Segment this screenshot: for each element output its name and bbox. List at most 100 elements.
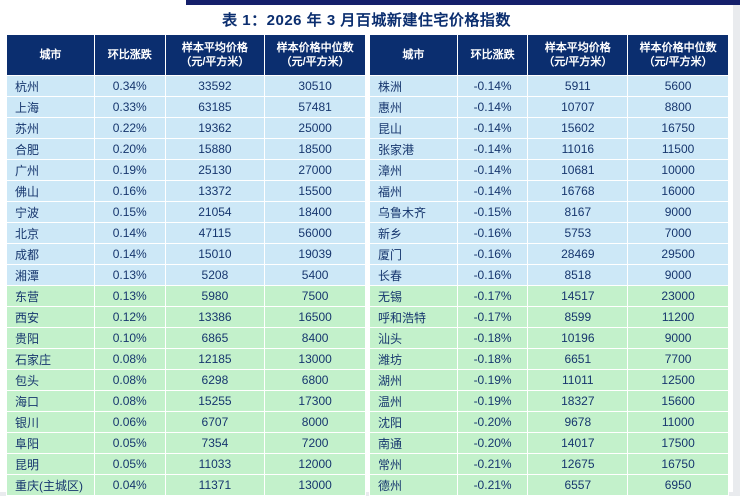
median-price-cell: 6800: [264, 369, 366, 391]
median-price-cell: 15500: [264, 180, 366, 202]
avg-price-cell: 5911: [527, 75, 629, 97]
change-cell: 0.10%: [93, 327, 166, 349]
median-price-cell: 9000: [627, 201, 729, 223]
col-header-median-price: 样本价格中位数 （元/平方米）: [264, 34, 366, 76]
city-cell: 常州: [369, 453, 458, 475]
table-row: 成都 0.14% 15010 19039: [6, 243, 366, 265]
city-cell: 昆明: [6, 453, 95, 475]
change-cell: 0.13%: [93, 264, 166, 286]
city-cell: 昆山: [369, 117, 458, 139]
price-table-left: 城市 环比涨跌 样本平均价格 （元/平方米） 样本价格中位数 （元/平方米） 杭…: [6, 34, 366, 496]
change-cell: -0.14%: [456, 96, 529, 118]
avg-price-cell: 5980: [164, 285, 266, 307]
city-cell: 潍坊: [369, 348, 458, 370]
change-cell: -0.21%: [456, 453, 529, 475]
table-row: 阜阳 0.05% 7354 7200: [6, 432, 366, 454]
median-price-cell: 5600: [627, 75, 729, 97]
table-row: 北京 0.14% 47115 56000: [6, 222, 366, 244]
median-price-cell: 8800: [627, 96, 729, 118]
avg-price-cell: 15602: [527, 117, 629, 139]
change-cell: -0.17%: [456, 306, 529, 328]
city-cell: 包头: [6, 369, 95, 391]
avg-price-cell: 21054: [164, 201, 266, 223]
avg-price-cell: 6707: [164, 411, 266, 433]
city-cell: 张家港: [369, 138, 458, 160]
change-cell: -0.18%: [456, 348, 529, 370]
city-cell: 成都: [6, 243, 95, 265]
city-cell: 惠州: [369, 96, 458, 118]
median-price-cell: 8000: [264, 411, 366, 433]
city-cell: 北京: [6, 222, 95, 244]
change-cell: 0.22%: [93, 117, 166, 139]
median-price-cell: 29500: [627, 243, 729, 265]
median-price-cell: 5400: [264, 264, 366, 286]
city-cell: 东营: [6, 285, 95, 307]
city-cell: 湘潭: [6, 264, 95, 286]
table-row: 常州 -0.21% 12675 16750: [369, 453, 729, 475]
avg-price-cell: 10681: [527, 159, 629, 181]
avg-price-cell: 28469: [527, 243, 629, 265]
city-cell: 南通: [369, 432, 458, 454]
col-header-city: 城市: [369, 34, 458, 76]
median-price-cell: 11200: [627, 306, 729, 328]
change-cell: -0.14%: [456, 117, 529, 139]
change-cell: -0.15%: [456, 201, 529, 223]
city-cell: 德州: [369, 474, 458, 496]
city-cell: 汕头: [369, 327, 458, 349]
city-cell: 合肥: [6, 138, 95, 160]
change-cell: 0.13%: [93, 285, 166, 307]
city-cell: 苏州: [6, 117, 95, 139]
median-price-cell: 13000: [264, 348, 366, 370]
city-cell: 呼和浩特: [369, 306, 458, 328]
table-row: 贵阳 0.10% 6865 8400: [6, 327, 366, 349]
change-cell: -0.14%: [456, 180, 529, 202]
col-header-median-price: 样本价格中位数 （元/平方米）: [627, 34, 729, 76]
avg-price-cell: 9678: [527, 411, 629, 433]
avg-price-cell: 15010: [164, 243, 266, 265]
table-row: 石家庄 0.08% 12185 13000: [6, 348, 366, 370]
table-row: 海口 0.08% 15255 17300: [6, 390, 366, 412]
change-cell: -0.20%: [456, 432, 529, 454]
col-header-median-price-line2: （元/平方米）: [280, 56, 350, 68]
median-price-cell: 12500: [627, 369, 729, 391]
change-cell: -0.18%: [456, 327, 529, 349]
change-cell: 0.15%: [93, 201, 166, 223]
table-row: 德州 -0.21% 6557 6950: [369, 474, 729, 496]
change-cell: -0.19%: [456, 390, 529, 412]
price-table-right: 城市 环比涨跌 样本平均价格 （元/平方米） 样本价格中位数 （元/平方米） 株…: [369, 34, 729, 496]
median-price-cell: 16500: [264, 306, 366, 328]
avg-price-cell: 15255: [164, 390, 266, 412]
avg-price-cell: 12185: [164, 348, 266, 370]
avg-price-cell: 47115: [164, 222, 266, 244]
table-row: 汕头 -0.18% 10196 9000: [369, 327, 729, 349]
city-cell: 石家庄: [6, 348, 95, 370]
table-title: 表 1：2026 年 3 月百城新建住宅价格指数: [222, 12, 511, 29]
table-row: 株洲 -0.14% 5911 5600: [369, 75, 729, 97]
change-cell: 0.08%: [93, 369, 166, 391]
change-cell: -0.14%: [456, 159, 529, 181]
col-header-change: 环比涨跌: [456, 34, 529, 76]
table-row: 沈阳 -0.20% 9678 11000: [369, 411, 729, 433]
avg-price-cell: 11016: [527, 138, 629, 160]
change-cell: 0.05%: [93, 432, 166, 454]
table-row: 惠州 -0.14% 10707 8800: [369, 96, 729, 118]
change-cell: -0.16%: [456, 243, 529, 265]
table-row: 佛山 0.16% 13372 15500: [6, 180, 366, 202]
table-row: 昆明 0.05% 11033 12000: [6, 453, 366, 475]
city-cell: 佛山: [6, 180, 95, 202]
median-price-cell: 23000: [627, 285, 729, 307]
table-row: 杭州 0.34% 33592 30510: [6, 75, 366, 97]
change-cell: 0.14%: [93, 222, 166, 244]
city-cell: 西安: [6, 306, 95, 328]
median-price-cell: 18500: [264, 138, 366, 160]
tables-container: 城市 环比涨跌 样本平均价格 （元/平方米） 样本价格中位数 （元/平方米） 杭…: [0, 33, 733, 496]
table-row: 西安 0.12% 13386 16500: [6, 306, 366, 328]
table-body-left: 杭州 0.34% 33592 30510 上海 0.33% 63185 57481 苏州 0.22…: [6, 75, 366, 496]
table-row: 银川 0.06% 6707 8000: [6, 411, 366, 433]
avg-price-cell: 13372: [164, 180, 266, 202]
median-price-cell: 30510: [264, 75, 366, 97]
table-row: 重庆(主城区) 0.04% 11371 13000: [6, 474, 366, 496]
city-cell: 湖州: [369, 369, 458, 391]
change-cell: 0.06%: [93, 411, 166, 433]
